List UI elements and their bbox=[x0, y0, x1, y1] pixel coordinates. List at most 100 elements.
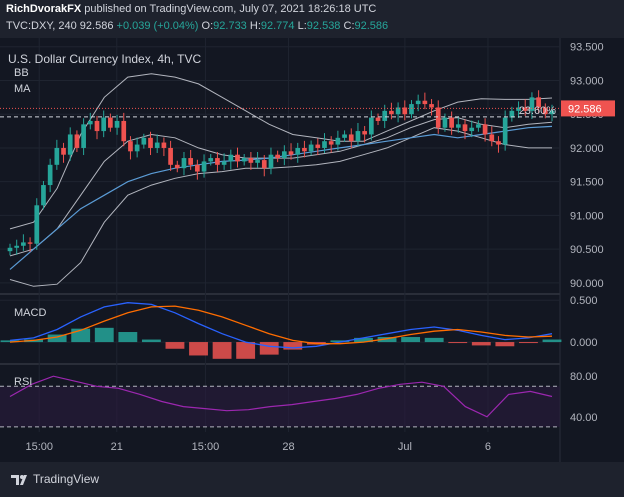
candle bbox=[462, 124, 468, 132]
candle bbox=[268, 154, 274, 169]
bb-middle-line bbox=[9, 117, 553, 257]
candle bbox=[302, 147, 307, 152]
candle bbox=[315, 144, 321, 148]
high-label: H: bbox=[249, 20, 261, 32]
candle bbox=[368, 117, 374, 135]
price-tick-label: 91.500 bbox=[570, 177, 604, 189]
rsi-band bbox=[0, 386, 560, 427]
candle bbox=[221, 161, 227, 165]
time-tick-label: Jul bbox=[398, 441, 412, 453]
candle bbox=[328, 141, 334, 145]
candle bbox=[81, 124, 86, 148]
candle bbox=[128, 141, 133, 152]
published-text: published on TradingView.com, July 07, 2… bbox=[84, 3, 377, 15]
chart-canvas[interactable]: 23.60% 93.50093.00092.50092.00091.50091.… bbox=[0, 38, 624, 462]
last-price-tag bbox=[561, 100, 615, 117]
candle bbox=[395, 107, 401, 115]
macd-histogram-bar bbox=[0, 340, 20, 343]
candle bbox=[215, 158, 220, 165]
macd-legend: MACD bbox=[14, 307, 47, 319]
candle bbox=[255, 160, 260, 163]
candle bbox=[195, 164, 200, 172]
candle bbox=[67, 134, 73, 155]
macd-histogram-bar bbox=[236, 342, 256, 359]
fib-label: 23.60% bbox=[519, 105, 557, 117]
candle bbox=[536, 97, 541, 108]
candle bbox=[362, 131, 367, 135]
price-tags: 92.586 bbox=[561, 100, 615, 117]
candle bbox=[415, 100, 421, 105]
candle bbox=[342, 134, 347, 138]
price-tick-label: 93.000 bbox=[570, 75, 604, 87]
candle bbox=[181, 158, 187, 169]
low-value: 92.538 bbox=[306, 20, 341, 32]
macd-histogram-bar bbox=[165, 342, 185, 349]
macd-line bbox=[9, 302, 553, 349]
candle bbox=[228, 154, 234, 162]
macd-histogram-bar bbox=[283, 342, 303, 350]
candle bbox=[7, 247, 13, 252]
price-tick-label: 91.000 bbox=[570, 210, 604, 222]
candle bbox=[241, 158, 247, 162]
candle bbox=[275, 154, 280, 159]
macd-histogram-bar bbox=[330, 340, 350, 343]
macd-pane bbox=[0, 299, 562, 359]
chart-title: U.S. Dollar Currency Index, 4h, TVC bbox=[8, 52, 202, 66]
candle bbox=[14, 245, 20, 248]
candle bbox=[375, 117, 381, 121]
candle bbox=[489, 134, 495, 142]
candle bbox=[74, 134, 80, 148]
candle bbox=[21, 242, 26, 246]
macd-histogram-bar bbox=[401, 337, 421, 343]
candles bbox=[7, 90, 555, 256]
ma-line bbox=[9, 125, 553, 270]
rsi-legend: RSI bbox=[14, 376, 33, 388]
symbol-label: TVC:DXY, 240 bbox=[6, 20, 77, 32]
candle bbox=[469, 127, 475, 132]
change-value: +0.039 (+0.04%) bbox=[116, 20, 199, 32]
candle bbox=[168, 147, 173, 165]
moving-average bbox=[9, 125, 553, 270]
rsi-line bbox=[9, 375, 553, 418]
author-line: RichDvorakFX published on TradingView.co… bbox=[6, 3, 376, 15]
candle bbox=[516, 107, 521, 111]
open-value: 92.733 bbox=[213, 20, 247, 32]
rsi-tick-label: 80.00 bbox=[570, 371, 598, 383]
brand-text: TradingView bbox=[33, 472, 100, 486]
bb-lower-line bbox=[9, 127, 552, 287]
tradingview-logo[interactable]: TradingView bbox=[10, 472, 99, 486]
candle bbox=[54, 147, 60, 165]
macd-histogram-bar bbox=[259, 342, 279, 355]
time-tick-label: 28 bbox=[282, 441, 294, 453]
candle bbox=[389, 110, 394, 115]
macd-histogram-bar bbox=[424, 337, 444, 343]
candle bbox=[455, 124, 461, 128]
bb-legend: BB bbox=[14, 67, 29, 79]
macd-tick-label: 0.000 bbox=[570, 337, 598, 349]
candle bbox=[322, 141, 327, 148]
axes: 93.50093.00092.50092.00091.50091.00090.5… bbox=[25, 42, 603, 453]
candle bbox=[402, 107, 408, 115]
candle bbox=[161, 142, 167, 148]
macd-histogram-bar bbox=[519, 342, 538, 344]
last-price-tag-text: 92.586 bbox=[568, 103, 602, 115]
candle bbox=[188, 158, 194, 165]
macd-histogram-bar bbox=[189, 342, 208, 356]
macd-tick-label: 0.500 bbox=[570, 295, 598, 307]
candle bbox=[529, 97, 535, 111]
candle bbox=[509, 110, 515, 118]
candle bbox=[409, 104, 414, 115]
candle bbox=[94, 120, 100, 132]
close-label: C: bbox=[343, 20, 355, 32]
time-tick-label: 15:00 bbox=[192, 441, 220, 453]
price-tick-label: 90.500 bbox=[570, 244, 604, 256]
author-name[interactable]: RichDvorakFX bbox=[6, 3, 82, 15]
bollinger-bands bbox=[9, 73, 553, 287]
candle bbox=[101, 117, 107, 132]
macd-histogram-bar bbox=[542, 339, 562, 343]
candle bbox=[235, 154, 240, 162]
candle bbox=[208, 158, 214, 162]
time-tick-label: 21 bbox=[111, 441, 123, 453]
open-label: O: bbox=[201, 20, 214, 32]
